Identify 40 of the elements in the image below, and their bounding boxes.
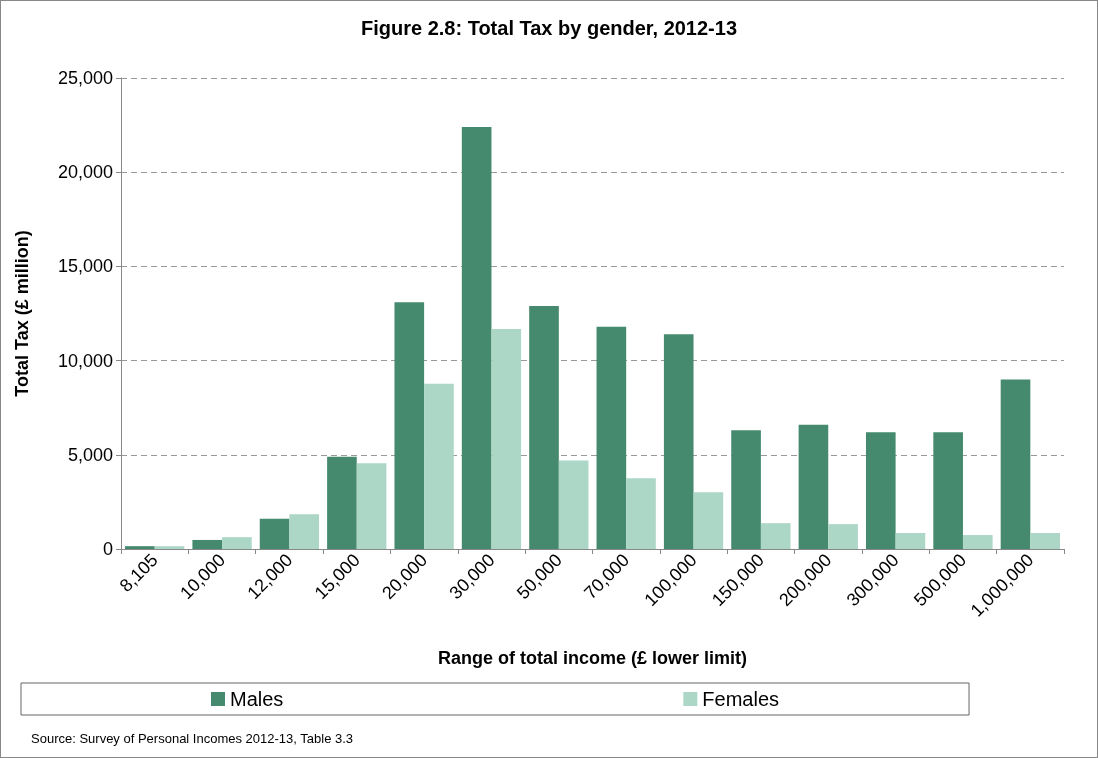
bar — [394, 302, 425, 549]
bar — [222, 537, 252, 549]
bar — [596, 326, 627, 549]
bar — [558, 460, 589, 549]
bar — [327, 456, 357, 549]
bar — [626, 478, 656, 549]
y-axis-title: Total Tax (£ million) — [12, 230, 32, 397]
bar — [259, 518, 290, 549]
legend-label: Females — [702, 688, 780, 710]
y-tick-label: 15,000 — [57, 256, 113, 277]
bar — [962, 535, 993, 549]
bar — [895, 532, 926, 549]
bar — [693, 492, 724, 549]
bar — [289, 514, 320, 549]
bar — [529, 305, 559, 549]
chart-title: Figure 2.8: Total Tax by gender, 2012-13 — [360, 17, 738, 39]
y-tick-label: 5,000 — [67, 444, 113, 465]
source-note: Source: Survey of Personal Incomes 2012-13, Table 3.3 — [31, 731, 354, 746]
y-tick-label: 0 — [102, 539, 113, 559]
bar — [760, 523, 791, 549]
bar — [828, 524, 858, 549]
y-tick-label: 10,000 — [57, 350, 113, 371]
bar — [125, 546, 155, 549]
bar — [461, 126, 492, 549]
bar — [192, 539, 223, 549]
bar — [933, 432, 963, 549]
bar — [356, 463, 387, 549]
bar — [424, 383, 454, 549]
bar — [154, 546, 185, 549]
y-tick-label: 25,000 — [57, 68, 113, 88]
x-axis-title: Range of total income (£ lower limit) — [437, 648, 748, 668]
bar — [865, 432, 896, 549]
legend-label: Males — [230, 688, 284, 710]
bar — [798, 424, 829, 549]
bar — [731, 430, 761, 549]
bar — [1000, 379, 1031, 549]
bar — [663, 334, 694, 549]
bar — [491, 328, 522, 549]
bar — [1030, 532, 1060, 549]
y-tick-label: 20,000 — [57, 162, 113, 183]
